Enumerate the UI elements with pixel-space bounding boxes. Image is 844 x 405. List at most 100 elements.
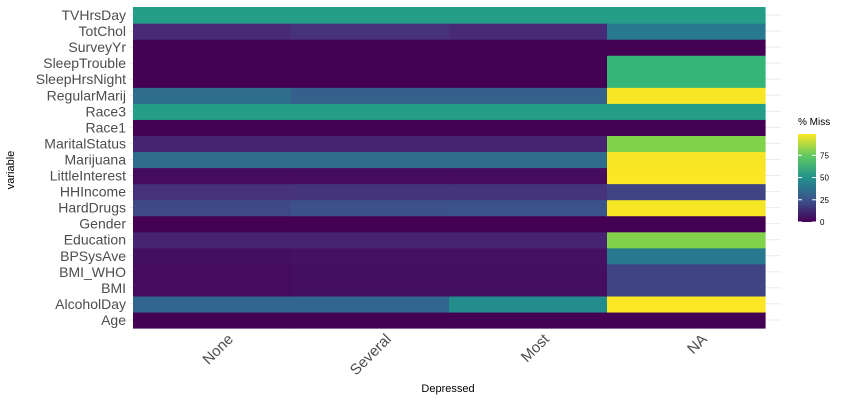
- heatmap-cell: [607, 199, 766, 217]
- heatmap-cell: [607, 295, 766, 313]
- heatmap-cell: [449, 279, 608, 297]
- heatmap-cell: [291, 55, 450, 72]
- y-tick-label: RegularMarij: [47, 87, 126, 103]
- heatmap-cell: [607, 71, 766, 88]
- colorbar-tick-label: 75: [820, 151, 829, 160]
- heatmap-cell: [291, 215, 450, 233]
- heatmap-cell: [133, 71, 292, 88]
- x-tick-label: None: [199, 331, 236, 368]
- heatmap-cell: [449, 103, 608, 120]
- heatmap-cell: [133, 55, 292, 72]
- heatmap-cell: [133, 295, 292, 313]
- y-tick-label: BPSysAve: [60, 248, 126, 264]
- heatmap-cell: [449, 263, 608, 281]
- heatmap-cell: [133, 231, 292, 249]
- colorbar-tick-label: 50: [820, 174, 829, 183]
- heatmap-cell: [449, 55, 608, 72]
- y-tick-label: BMI_WHO: [59, 264, 126, 280]
- heatmap-cell: [133, 23, 292, 40]
- heatmap-cell: [607, 135, 766, 153]
- heatmap-cell: [291, 295, 450, 313]
- heatmap-cell: [133, 263, 292, 281]
- heatmap-cell: [133, 311, 292, 329]
- y-axis-label: variable: [5, 151, 17, 190]
- heatmap-cell: [449, 39, 608, 56]
- heatmap-cell: [291, 263, 450, 281]
- y-tick-label: LittleInterest: [50, 168, 126, 184]
- heatmap-cell: [449, 247, 608, 265]
- heatmap-cell: [607, 183, 766, 201]
- heatmap-cell: [607, 119, 766, 136]
- heatmap-cell: [449, 87, 608, 104]
- heatmap-cell: [449, 151, 608, 169]
- y-tick-label: Marijuana: [65, 151, 127, 167]
- heatmap-cell: [607, 151, 766, 169]
- heatmap-cell: [607, 279, 766, 297]
- heatmap-cell: [133, 167, 292, 185]
- heatmap-cell: [133, 183, 292, 201]
- heatmap-cell: [133, 279, 292, 297]
- x-tick-labels: None Several Most NA: [199, 330, 710, 379]
- heatmap-cell: [133, 215, 292, 233]
- heatmap-cell: [607, 103, 766, 120]
- y-tick-label: TotChol: [79, 23, 126, 39]
- y-tick-label: SurveyYr: [68, 39, 126, 55]
- y-tick-labels: AgeAlcoholDayBMIBMI_WHOBPSysAveEducation…: [36, 7, 127, 328]
- y-tick-label: BMI: [101, 280, 126, 296]
- heatmap-cell: [291, 183, 450, 201]
- heatmap-cell: [291, 247, 450, 265]
- y-tick-label: MaritalStatus: [44, 135, 126, 151]
- heatmap-cell: [449, 183, 608, 201]
- y-tick-label: TVHrsDay: [61, 7, 126, 23]
- heatmap-cell: [607, 231, 766, 249]
- heatmap-cell: [291, 103, 450, 120]
- y-tick-label: Race1: [86, 119, 127, 135]
- heatmap-cell: [133, 87, 292, 104]
- colorbar-legend: % Miss 0 25 50 75: [798, 117, 830, 227]
- heatmap-cell: [291, 39, 450, 56]
- colorbar-gradient: [798, 134, 816, 222]
- y-tick-label: Education: [64, 232, 126, 248]
- y-tick-label: Gender: [79, 216, 126, 232]
- heatmap-cell: [607, 87, 766, 104]
- heatmap-cell: [607, 55, 766, 72]
- heatmap-cell: [291, 71, 450, 88]
- heatmap-cell: [449, 311, 608, 329]
- heatmap-cell: [449, 215, 608, 233]
- x-axis-label: Depressed: [421, 383, 474, 395]
- heatmap-cell: [291, 199, 450, 217]
- heatmap-cell: [607, 247, 766, 265]
- heatmap-cell: [133, 39, 292, 56]
- heatmap-cell: [133, 247, 292, 265]
- heatmap-cell: [607, 263, 766, 281]
- heatmap-cell: [449, 135, 608, 153]
- colorbar-title: % Miss: [798, 117, 830, 128]
- y-tick-label: Race3: [86, 103, 127, 119]
- heatmap-cell: [133, 103, 292, 120]
- heatmap-cell: [291, 151, 450, 169]
- x-tick-label: Several: [347, 331, 395, 379]
- x-tick-label: Most: [518, 330, 554, 366]
- heatmap-cell: [291, 7, 450, 24]
- heatmap-cell: [449, 167, 608, 185]
- heatmap-cell: [449, 199, 608, 217]
- heatmap-cell: [607, 7, 766, 24]
- heatmap-cell: [291, 135, 450, 153]
- heatmap-cell: [133, 7, 292, 24]
- heatmap-cell: [607, 39, 766, 56]
- heatmap-cell: [449, 7, 608, 24]
- heatmap-cell: [291, 87, 450, 104]
- y-tick-label: SleepTrouble: [43, 55, 126, 71]
- heatmap-cell: [607, 167, 766, 185]
- y-tick-label: AlcoholDay: [55, 296, 126, 312]
- heatmap-cell: [291, 311, 450, 329]
- y-tick-label: SleepHrsNight: [36, 71, 126, 87]
- heatmap-cell: [291, 279, 450, 297]
- colorbar-ticks: 0 25 50 75: [798, 151, 829, 227]
- heatmap-cell: [449, 119, 608, 136]
- heatmap-cell: [291, 231, 450, 249]
- heatmap-cell: [291, 119, 450, 136]
- heatmap-cell: [449, 295, 608, 313]
- heatmap-cell: [449, 23, 608, 40]
